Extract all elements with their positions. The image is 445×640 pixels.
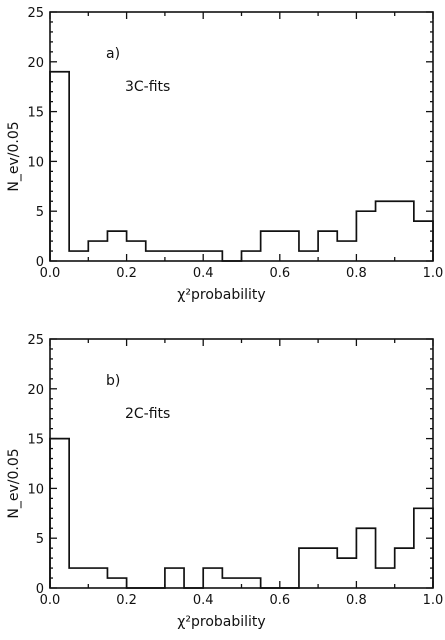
fit-annotation: 3C-fits: [125, 79, 170, 95]
histogram-bin: [280, 231, 299, 261]
y-axis-title: N_ev/0.05: [6, 121, 22, 191]
histogram-bin: [318, 231, 337, 261]
x-tick-label: 0.2: [116, 593, 137, 608]
histogram-bin: [395, 201, 414, 261]
x-tick-label: 0.0: [40, 593, 61, 608]
histogram-bin: [242, 578, 261, 588]
histogram-bin: [88, 241, 107, 261]
histogram-bin: [299, 251, 318, 261]
panel-b: 0.0 0.2 0.4 0.6 0.8 1.0 0 5 10 15 20 25 b) 2C-fits χ²p…: [6, 333, 443, 630]
histogram-bin: [107, 231, 126, 261]
panel-label: a): [106, 46, 120, 62]
x-axis-title: χ²probability: [177, 287, 265, 303]
histogram-bin: [337, 558, 356, 588]
y-tick-label: 0: [36, 582, 44, 597]
histogram-series: [49, 70, 434, 262]
histogram-bin: [414, 508, 433, 588]
histogram-bin: [395, 548, 414, 588]
x-tick-label: 1.0: [423, 266, 444, 281]
x-tick-label: 0.4: [193, 266, 214, 281]
histogram-bin: [299, 548, 318, 588]
panel-a: 0.0 0.2 0.4 0.6 0.8 1.0 0 5 10 15 20 25 a) 3C-fits χ²p…: [6, 6, 443, 303]
histogram-bin: [50, 439, 69, 588]
histogram-bin: [356, 211, 375, 261]
x-tick-label: 1.0: [423, 593, 444, 608]
y-tick-label: 25: [27, 333, 44, 348]
y-tick-label: 10: [27, 482, 44, 497]
histogram-bin: [261, 231, 280, 261]
panel-label: b): [106, 373, 120, 389]
histogram-bin: [184, 251, 203, 261]
histogram-bin: [414, 221, 433, 261]
histogram-bin: [88, 568, 107, 588]
histogram-bin: [127, 241, 146, 261]
y-tick-label: 25: [27, 6, 44, 21]
y-tick-label: 5: [36, 205, 44, 220]
y-tick-label: 20: [27, 383, 44, 398]
histogram-bin: [203, 251, 222, 261]
histogram-bin: [107, 578, 126, 588]
fit-annotation: 2C-fits: [125, 406, 170, 422]
x-tick-label: 0.0: [40, 266, 61, 281]
y-axis-title: N_ev/0.05: [6, 448, 22, 518]
y-tick-label: 5: [36, 532, 44, 547]
histogram-bin: [165, 568, 184, 588]
histogram-bin: [146, 251, 165, 261]
histogram-bin: [376, 568, 395, 588]
histogram-series: [49, 437, 434, 589]
histogram-bin: [242, 251, 261, 261]
y-tick-label: 10: [27, 155, 44, 170]
histogram-bin: [376, 201, 395, 261]
histogram-bin: [165, 251, 184, 261]
y-tick-label: 0: [36, 255, 44, 270]
x-axis-title: χ²probability: [177, 614, 265, 630]
x-tick-label: 0.6: [269, 593, 290, 608]
histogram-bin: [222, 578, 241, 588]
y-tick-label: 15: [27, 433, 44, 448]
histogram-bin: [69, 251, 88, 261]
x-tick-label: 0.8: [346, 266, 367, 281]
histogram-bin: [50, 72, 69, 261]
histogram-bin: [203, 568, 222, 588]
x-tick-label: 0.2: [116, 266, 137, 281]
histogram-bin: [356, 528, 375, 588]
histogram-bin: [69, 568, 88, 588]
histogram-bin: [318, 548, 337, 588]
histogram-bin: [337, 241, 356, 261]
x-tick-label: 0.4: [193, 593, 214, 608]
y-tick-label: 15: [27, 106, 44, 121]
y-tick-label: 20: [27, 56, 44, 71]
x-tick-label: 0.6: [269, 266, 290, 281]
x-tick-label: 0.8: [346, 593, 367, 608]
